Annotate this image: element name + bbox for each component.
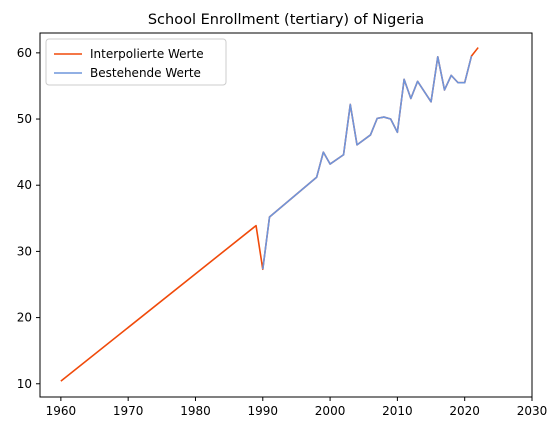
x-tick-label-1990: 1990 [248,404,279,418]
series-lines [60,47,479,382]
legend: Interpolierte Werte Bestehende Werte [45,38,227,86]
series-line-1 [60,47,479,382]
legend-label-2: Bestehende Werte [90,66,201,80]
y-tick-label-20: 20 [17,311,32,325]
x-tick-label-1970: 1970 [113,404,144,418]
y-tick-label-60: 60 [17,46,32,60]
plot-frame [39,32,533,398]
x-tick-label-2020: 2020 [449,404,480,418]
chart-title: School Enrollment (tertiary) of Nigeria [148,12,424,28]
y-tick-label-50: 50 [17,112,32,126]
x-tick-label-1980: 1980 [180,404,211,418]
x-tick-label-2000: 2000 [315,404,346,418]
legend-box [45,38,227,86]
legend-label-1: Interpolierte Werte [90,47,204,61]
y-tick-label-30: 30 [17,244,32,258]
y-tick-label-40: 40 [17,178,32,192]
x-tick-label-2030: 2030 [517,404,548,418]
series-line-2 [261,55,473,270]
axis-ticks: 1960 1970 1980 1990 2000 2010 2020 203010203040… [17,46,548,418]
x-tick-label-2010: 2010 [382,404,413,418]
x-tick-label-1960: 1960 [46,404,77,418]
y-tick-label-10: 10 [17,377,32,391]
